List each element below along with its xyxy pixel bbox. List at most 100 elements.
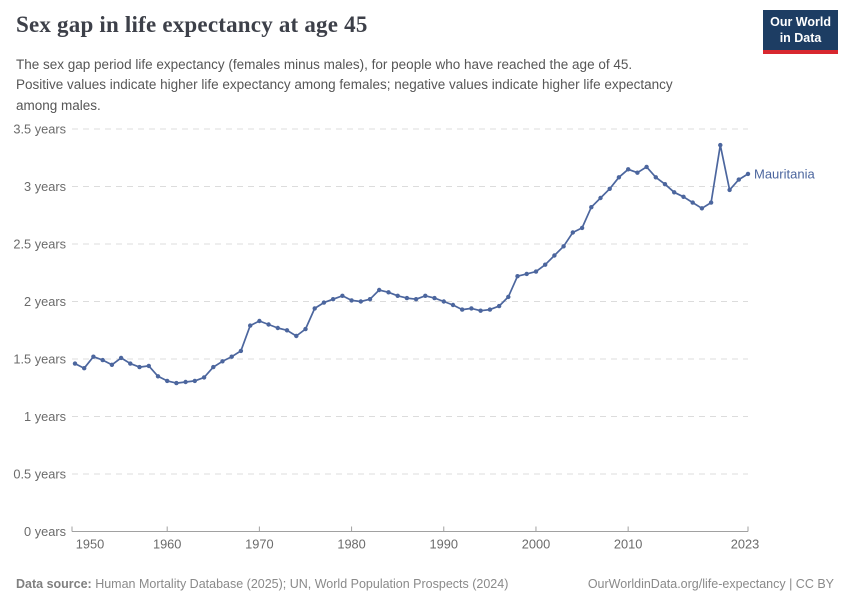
data-point[interactable] [72, 361, 78, 366]
data-point[interactable] [552, 253, 557, 258]
data-point[interactable] [579, 225, 585, 231]
data-point[interactable] [423, 293, 428, 298]
data-point[interactable] [146, 363, 151, 369]
data-point[interactable] [303, 326, 308, 332]
data-point[interactable] [496, 303, 502, 309]
data-source-note: Data source: Human Mortality Database (2… [16, 577, 508, 591]
x-tick-label: 1990 [430, 537, 458, 552]
data-point[interactable] [413, 297, 419, 302]
data-point[interactable] [91, 354, 96, 359]
data-point[interactable] [386, 290, 391, 295]
x-tick-label: 1970 [245, 537, 273, 552]
data-point[interactable] [533, 269, 539, 274]
data-point[interactable] [266, 322, 271, 327]
data-point[interactable] [515, 274, 520, 279]
x-axis-labels: 1950 1960 1970 1980 1990 2000 2010 2023 [76, 537, 759, 552]
data-point[interactable] [82, 366, 87, 371]
data-point[interactable] [349, 298, 354, 303]
data-point[interactable] [137, 364, 142, 370]
x-tick-label: 1950 [76, 537, 104, 552]
data-point[interactable] [183, 379, 188, 385]
data-point[interactable] [690, 200, 695, 205]
data-point[interactable] [478, 308, 483, 313]
data-point[interactable] [165, 378, 170, 384]
owid-logo[interactable]: Our World in Data [763, 10, 838, 55]
y-tick-label: 0 years [24, 524, 66, 539]
data-point[interactable] [561, 244, 566, 249]
data-point[interactable] [598, 195, 603, 201]
series-line-mauritania[interactable]: Mauritania [72, 142, 816, 386]
data-point[interactable] [330, 297, 336, 302]
data-point[interactable] [644, 164, 649, 170]
data-point[interactable] [469, 306, 474, 311]
data-point[interactable] [284, 328, 290, 333]
data-point[interactable] [118, 355, 124, 361]
data-point[interactable] [340, 293, 345, 298]
data-point[interactable] [275, 325, 280, 331]
data-point[interactable] [229, 354, 234, 359]
chart-footer: Data source: Human Mortality Database (2… [0, 577, 850, 591]
data-point[interactable] [100, 357, 105, 363]
data-point[interactable] [220, 359, 225, 364]
data-point[interactable] [543, 262, 548, 267]
data-point[interactable] [745, 171, 751, 177]
data-point[interactable] [404, 295, 410, 301]
subtitle-line: among males. [16, 97, 101, 113]
data-source-text: Human Mortality Database (2025); UN, Wor… [91, 577, 509, 591]
x-tick-label: 2023 [731, 537, 759, 552]
data-point[interactable] [589, 205, 594, 210]
data-point[interactable] [607, 186, 612, 191]
data-point[interactable] [155, 374, 161, 379]
data-point[interactable] [524, 271, 529, 277]
data-point[interactable] [635, 170, 640, 175]
data-point[interactable] [294, 333, 299, 339]
data-point[interactable] [708, 200, 714, 205]
y-tick-label: 2 years [24, 294, 66, 309]
y-tick-label: 2.5 years [13, 237, 66, 252]
data-point[interactable] [487, 307, 493, 312]
data-point[interactable] [736, 177, 741, 182]
entity-label[interactable]: Mauritania [754, 166, 815, 181]
data-point[interactable] [432, 295, 437, 301]
y-tick-label: 1.5 years [13, 352, 66, 367]
data-point[interactable] [312, 306, 317, 311]
data-point[interactable] [321, 300, 327, 305]
data-point[interactable] [662, 182, 668, 187]
data-point[interactable] [211, 364, 216, 370]
data-point[interactable] [672, 190, 677, 195]
y-tick-label: 3 years [24, 179, 66, 194]
data-point[interactable] [128, 361, 133, 366]
data-point[interactable] [727, 187, 732, 193]
data-point[interactable] [174, 380, 179, 386]
data-point[interactable] [358, 299, 363, 304]
data-point[interactable] [718, 142, 723, 148]
data-point[interactable] [506, 294, 511, 300]
data-point[interactable] [395, 293, 400, 298]
data-point[interactable] [626, 167, 631, 172]
data-point[interactable] [201, 375, 207, 380]
data-point[interactable] [450, 302, 456, 308]
data-point[interactable] [109, 362, 115, 367]
data-point[interactable] [681, 194, 686, 199]
data-point[interactable] [699, 206, 705, 211]
data-point[interactable] [460, 307, 465, 312]
y-gridlines [72, 128, 748, 475]
data-point[interactable] [238, 348, 244, 354]
subtitle-line: The sex gap period life expectancy (fema… [16, 57, 633, 72]
owid-cc-link[interactable]: OurWorldinData.org/life-expectancy | CC … [587, 577, 834, 591]
data-point[interactable] [616, 175, 622, 180]
data-point[interactable] [192, 378, 197, 384]
data-point[interactable] [367, 297, 373, 302]
chart-subtitle: The sex gap period life expectancy (fema… [16, 55, 673, 116]
data-point[interactable] [653, 175, 658, 180]
y-tick-label: 1 years [24, 409, 66, 424]
data-point[interactable] [257, 318, 262, 324]
data-point[interactable] [441, 299, 446, 304]
data-point[interactable] [248, 323, 253, 328]
data-point[interactable] [377, 287, 382, 293]
y-tick-label: 3.5 years [13, 122, 66, 137]
data-point[interactable] [570, 230, 575, 235]
data-line[interactable] [74, 144, 749, 384]
page-title: Sex gap in life expectancy at age 45 [16, 12, 368, 37]
